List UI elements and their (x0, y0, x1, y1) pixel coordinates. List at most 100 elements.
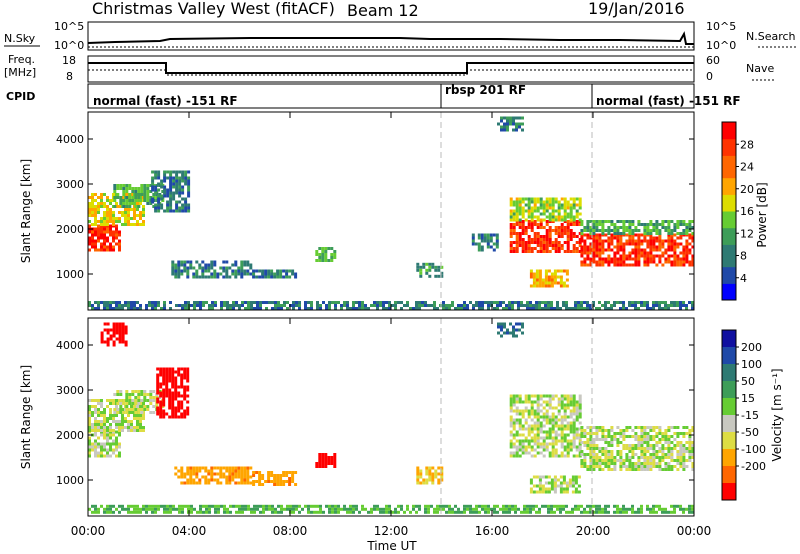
data-cell (640, 239, 644, 243)
data-cell (578, 232, 582, 235)
data-cell (580, 229, 584, 232)
data-cell (113, 199, 117, 202)
data-cell (157, 206, 161, 210)
data-cell (655, 453, 659, 456)
data-cell (547, 475, 551, 479)
data-cell (569, 448, 573, 452)
data-cell (136, 307, 139, 310)
data-cell (190, 507, 193, 511)
data-cell (646, 447, 650, 450)
data-cell (521, 409, 525, 413)
data-cell (652, 301, 655, 304)
data-cell (667, 223, 671, 226)
data-cell (156, 391, 160, 395)
data-cell (521, 200, 525, 204)
data-cell (598, 301, 601, 304)
data-cell (427, 304, 430, 307)
data-cell (330, 459, 334, 462)
data-cell (575, 418, 579, 422)
data-cell (515, 322, 518, 326)
data-cell (91, 239, 94, 243)
data-cell (571, 510, 574, 514)
data-cell (640, 507, 643, 511)
data-cell (575, 430, 579, 434)
data-cell (334, 304, 337, 307)
data-cell (142, 220, 145, 223)
data-cell (595, 242, 599, 246)
data-cell (637, 233, 641, 237)
data-cell (121, 307, 124, 310)
data-cell (94, 239, 97, 243)
data-cell (178, 176, 182, 180)
data-cell (280, 510, 283, 514)
data-cell (551, 397, 555, 401)
data-cell (637, 438, 641, 441)
data-cell (569, 415, 573, 419)
data-cell (547, 269, 551, 273)
data-cell (192, 466, 196, 470)
data-cell (156, 382, 160, 386)
data-cell (557, 403, 561, 407)
data-cell (595, 456, 599, 459)
data-cell (137, 396, 141, 399)
data-cell (97, 420, 100, 423)
data-cell (679, 257, 683, 261)
data-cell (149, 196, 153, 199)
data-cell (560, 235, 564, 238)
data-cell (551, 244, 555, 247)
data-cell (169, 173, 173, 177)
data-cell (532, 475, 536, 479)
data-cell (521, 212, 525, 216)
data-cell (691, 232, 695, 235)
data-cell (521, 215, 525, 219)
data-cell (634, 263, 638, 267)
data-cell (619, 263, 623, 267)
data-cell (106, 417, 109, 420)
data-cell (649, 220, 653, 223)
data-cell (679, 251, 683, 255)
data-cell (515, 397, 519, 401)
data-cell (250, 507, 253, 511)
data-cell (333, 453, 337, 456)
data-cell (223, 507, 226, 511)
data-cell (440, 469, 444, 473)
data-cell (565, 481, 569, 485)
data-cell (598, 510, 601, 514)
data-cell (370, 510, 373, 514)
data-cell (589, 450, 593, 453)
data-cell (166, 510, 169, 514)
data-cell (94, 242, 97, 246)
data-cell (149, 184, 153, 187)
data-cell (673, 510, 676, 514)
data-cell (131, 199, 135, 202)
data-cell (91, 245, 94, 249)
data-cell (370, 507, 373, 511)
data-cell (213, 272, 217, 276)
data-cell (616, 453, 620, 456)
data-cell (523, 510, 526, 514)
data-cell (238, 307, 241, 310)
data-cell (277, 307, 280, 310)
data-cell (619, 435, 623, 438)
data-cell (655, 504, 658, 508)
data-cell (430, 304, 433, 307)
data-cell (139, 307, 142, 310)
data-cell (548, 218, 552, 222)
data-cell (515, 445, 519, 449)
data-cell (646, 251, 650, 255)
data-cell (481, 504, 484, 508)
data-cell (127, 301, 130, 304)
data-cell (524, 247, 528, 250)
noise-strip-frame (87, 21, 695, 51)
data-cell (88, 414, 91, 417)
data-cell (198, 266, 202, 270)
data-cell (515, 244, 519, 247)
data-cell (521, 322, 524, 326)
data-cell (412, 504, 415, 508)
data-cell (622, 263, 626, 267)
data-cell (154, 206, 158, 210)
data-cell (538, 478, 542, 482)
data-cell (527, 203, 531, 207)
data-cell (133, 507, 136, 511)
data-cell (298, 307, 301, 310)
